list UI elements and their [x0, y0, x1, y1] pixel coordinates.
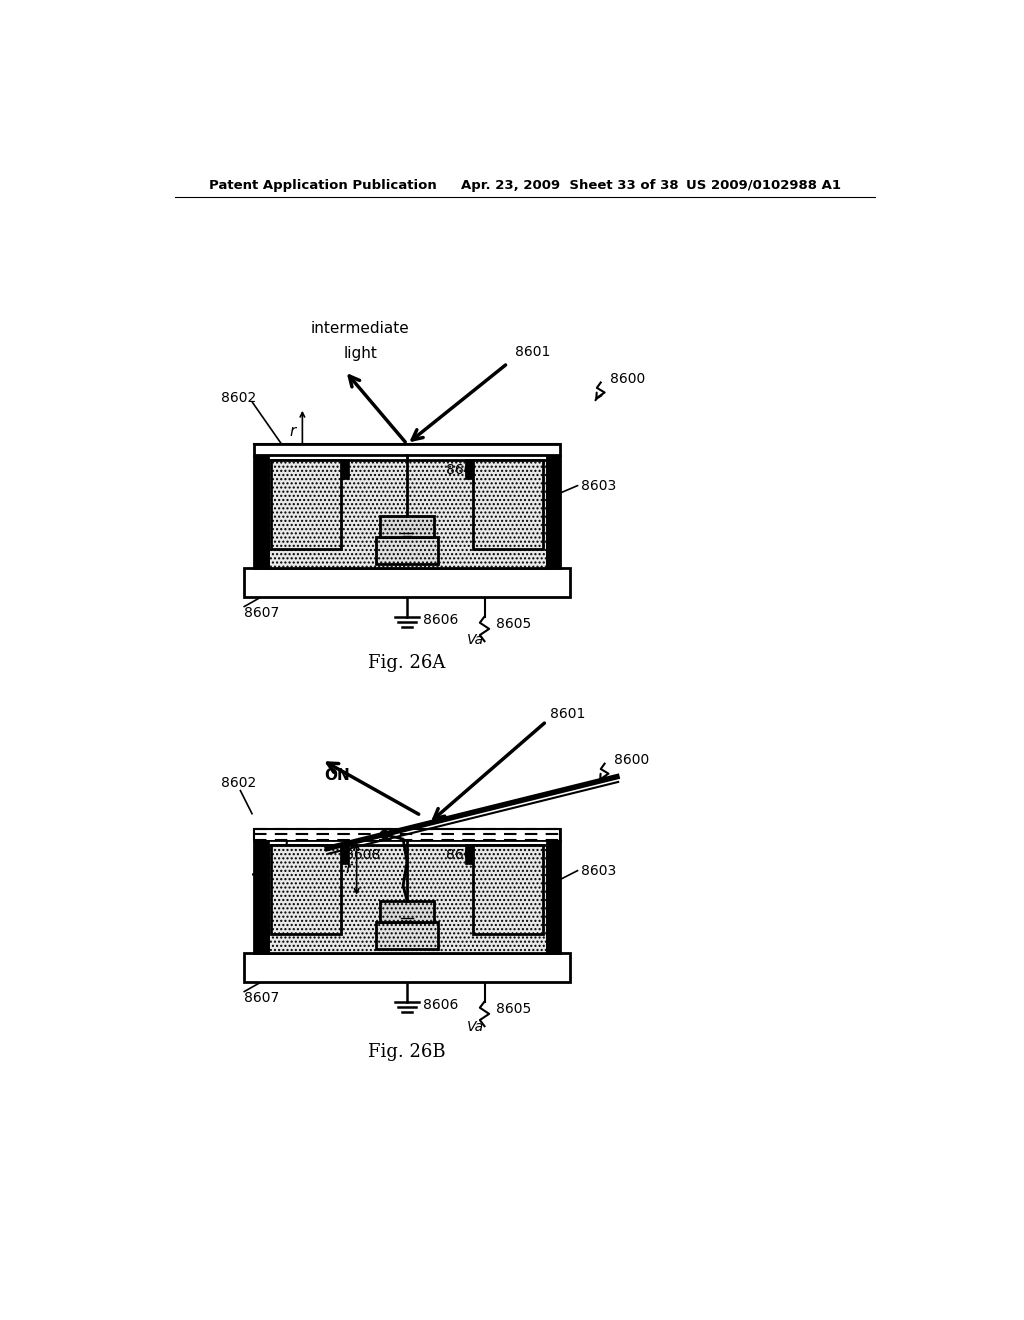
Bar [376, 537, 438, 564]
Bar [254, 457, 267, 568]
Bar [376, 923, 438, 949]
Text: Va: Va [467, 632, 483, 647]
Bar [341, 459, 349, 479]
Bar [254, 444, 560, 455]
Bar [254, 841, 267, 953]
Text: 8603: 8603 [582, 479, 616, 492]
Text: 8608: 8608 [496, 462, 531, 475]
Bar [271, 461, 341, 549]
Text: Patent Application Publication: Patent Application Publication [209, 178, 437, 191]
Text: 8600: 8600 [610, 372, 645, 385]
Text: 8605: 8605 [496, 618, 531, 631]
Bar [267, 845, 547, 953]
Text: 8607: 8607 [245, 991, 280, 1005]
Bar [465, 843, 473, 865]
Text: r: r [290, 424, 296, 438]
Bar [267, 461, 547, 568]
Text: 8608: 8608 [344, 849, 380, 862]
Text: US 2009/0102988 A1: US 2009/0102988 A1 [686, 178, 841, 191]
Text: 8603: 8603 [582, 863, 616, 878]
Bar [473, 461, 543, 549]
Bar [254, 829, 560, 840]
Text: 8604: 8604 [445, 849, 481, 862]
Text: Apr. 23, 2009  Sheet 33 of 38: Apr. 23, 2009 Sheet 33 of 38 [461, 178, 679, 191]
Text: 8605: 8605 [496, 1002, 531, 1016]
Bar [380, 516, 434, 537]
Bar [380, 900, 434, 923]
Text: Va: Va [467, 1020, 483, 1034]
Text: 8601: 8601 [515, 345, 551, 359]
Text: 8602: 8602 [221, 391, 256, 405]
Bar [271, 845, 341, 933]
Bar [465, 459, 473, 479]
Bar [547, 457, 560, 568]
Bar [245, 953, 569, 982]
Text: 8607: 8607 [245, 606, 280, 619]
Text: light: light [344, 346, 378, 360]
Text: 8606: 8606 [423, 998, 458, 1012]
Bar [254, 829, 560, 840]
Bar [547, 841, 560, 953]
Text: Fig. 26A: Fig. 26A [369, 653, 445, 672]
Text: intermediate: intermediate [311, 321, 410, 337]
Text: 8608: 8608 [493, 846, 527, 861]
Text: ON: ON [325, 768, 350, 783]
Text: Fig. 26B: Fig. 26B [369, 1043, 445, 1060]
Text: 8606: 8606 [423, 614, 458, 627]
Bar [245, 568, 569, 598]
Text: 8602: 8602 [221, 776, 256, 789]
Text: 8600: 8600 [614, 752, 649, 767]
Text: 8604: 8604 [445, 463, 481, 478]
Bar [473, 845, 543, 933]
Text: 8608: 8608 [279, 462, 314, 475]
Text: r: r [346, 861, 352, 876]
Bar [341, 843, 349, 865]
Text: 8601: 8601 [550, 706, 586, 721]
